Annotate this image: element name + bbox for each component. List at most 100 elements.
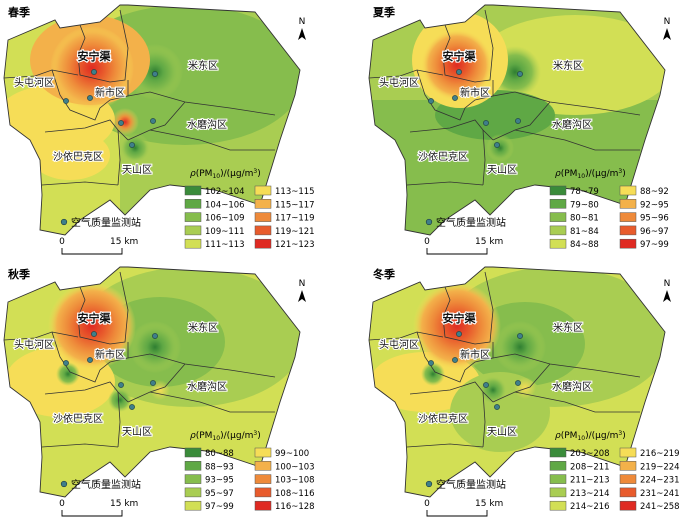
legend-label: 116~128 (275, 502, 315, 512)
district-boundary (127, 129, 275, 151)
district-boundary (409, 381, 494, 403)
district-boundary (41, 181, 119, 186)
map-outline (368, 266, 666, 498)
scale-start: 0 (59, 237, 65, 247)
monitoring-station-icon (87, 95, 93, 101)
pm10-surface (369, 267, 665, 497)
season-label: 秋季 (8, 267, 31, 281)
legend-label: 108~116 (275, 489, 315, 499)
station-legend-icon (60, 480, 68, 488)
district-boundary (406, 443, 484, 448)
legend-title-unit: )/(μg/m (585, 431, 618, 441)
legend-swatch (184, 185, 202, 196)
legend-swatch (549, 225, 567, 236)
district-label: 米东区 (188, 321, 218, 334)
legend-label: 99~100 (275, 449, 309, 459)
legend-label: 100~103 (275, 462, 315, 472)
legend-title-text: (PM (196, 431, 213, 441)
legend-swatch (254, 185, 272, 196)
legend-label: 102~104 (205, 187, 245, 197)
monitoring-station-icon (129, 404, 135, 410)
district-boundary (368, 331, 444, 341)
legend-title-rho: ρ (190, 431, 196, 441)
season-label: 冬季 (373, 267, 396, 281)
legend-label: 208~211 (570, 462, 610, 472)
scale-end: 15 km (475, 499, 503, 509)
scale-bar (61, 248, 123, 255)
monitoring-station-icon (483, 120, 489, 126)
legend-title-close: ) (257, 431, 261, 441)
district-boundary (77, 271, 129, 345)
legend-title-sup: 3 (618, 168, 622, 175)
district-boundary (149, 363, 186, 393)
district-boundary (482, 129, 486, 186)
legend-title-text: (PM (561, 431, 578, 441)
district-label: 新市区 (95, 348, 125, 361)
legend-title-sup: 3 (253, 430, 257, 437)
district-boundary (368, 69, 444, 79)
legend-swatch (619, 487, 637, 498)
legend-swatch (619, 212, 637, 222)
legend-swatch (254, 474, 272, 484)
monitoring-station-icon (63, 98, 69, 104)
district-boundary (514, 101, 551, 131)
legend-swatch (549, 500, 567, 511)
legend-swatch (184, 225, 202, 236)
monitoring-station-icon (428, 98, 434, 104)
district-label: 天山区 (122, 164, 152, 176)
station-legend-label: 空气质量监测站 (71, 216, 141, 229)
legend-label: 104~106 (205, 200, 245, 210)
legend-swatch (254, 487, 272, 498)
district-label: 头屯河区 (379, 338, 419, 351)
district-boundary (117, 391, 121, 448)
legend-title: ρ(PM10)/(μg/m3) (190, 168, 261, 180)
pm10-zone (108, 388, 132, 412)
north-arrow-icon: N (663, 17, 671, 40)
district-boundary (406, 181, 484, 186)
monitoring-station-icon (150, 380, 156, 386)
legend-title-rho: ρ (555, 431, 561, 441)
district-label: 米东区 (188, 59, 218, 72)
scale-start: 0 (424, 237, 430, 247)
legend-title-close: ) (257, 169, 261, 179)
legend-label: 121~123 (275, 240, 315, 250)
legend-title-unit: )/(μg/m (585, 169, 618, 179)
legend-label: 78~79 (570, 187, 599, 197)
district-boundary (51, 331, 276, 383)
pm10-zone (120, 133, 150, 163)
legend-title-rho: ρ (190, 169, 196, 179)
monitoring-station-icon (515, 380, 521, 386)
district-boundary (44, 381, 129, 403)
district-boundary (442, 271, 494, 345)
station-legend-label: 空气质量监测站 (436, 216, 506, 229)
district-boundary (127, 391, 275, 413)
monitoring-station-icon (152, 71, 158, 77)
legend-title-close: ) (622, 431, 626, 441)
legend-title-text: (PM (561, 169, 578, 179)
legend-title: ρ(PM10)/(μg/m3) (555, 168, 626, 180)
north-label: N (299, 279, 306, 289)
district-label: 沙依巴克区 (418, 150, 468, 163)
legend-swatch (619, 185, 637, 196)
pm10-zone (129, 321, 181, 373)
north-label: N (664, 17, 671, 27)
district-label: 天山区 (122, 426, 152, 438)
pm10-zone (494, 321, 546, 373)
legend-swatch (184, 474, 202, 484)
season-label: 夏季 (373, 5, 396, 19)
north-arrow-shape (663, 290, 671, 302)
monitoring-station-icon (91, 331, 97, 337)
district-boundary (482, 391, 486, 448)
district-label: 水磨沟区 (187, 118, 227, 131)
legend-title-sub: 10 (212, 435, 220, 442)
legend-title-sup: 3 (618, 430, 622, 437)
map-outline (368, 4, 666, 236)
legend-title: ρ(PM10)/(μg/m3) (190, 430, 261, 442)
legend-label: 80~88 (205, 449, 234, 459)
monitoring-station-icon (517, 71, 523, 77)
pm10-surface (369, 5, 665, 235)
legend-label: 231~241 (640, 489, 680, 499)
district-label: 水磨沟区 (187, 380, 227, 393)
legend-label: 97~99 (640, 240, 669, 250)
district-label: 沙依巴克区 (53, 150, 103, 163)
